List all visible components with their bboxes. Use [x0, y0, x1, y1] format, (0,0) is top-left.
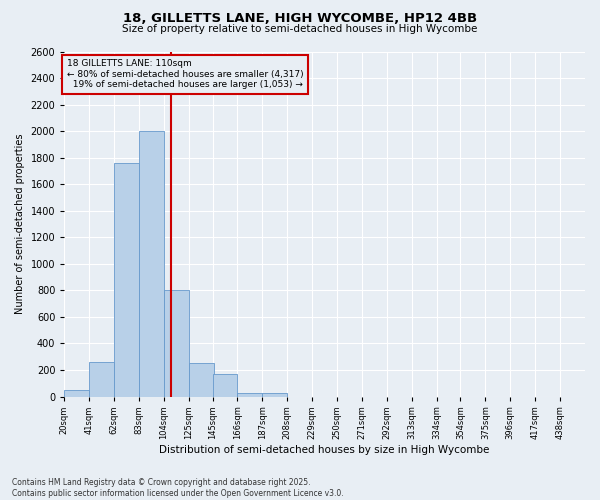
Bar: [139, 131, 164, 396]
Bar: [164, 290, 189, 397]
Text: 18 GILLETTS LANE: 110sqm
← 80% of semi-detached houses are smaller (4,317)
  19%: 18 GILLETTS LANE: 110sqm ← 80% of semi-d…: [67, 60, 304, 90]
Bar: [89, 362, 114, 396]
Bar: [64, 390, 89, 396]
Bar: [114, 163, 139, 396]
Bar: [262, 392, 287, 396]
Bar: [212, 374, 238, 396]
Text: 18, GILLETTS LANE, HIGH WYCOMBE, HP12 4BB: 18, GILLETTS LANE, HIGH WYCOMBE, HP12 4B…: [123, 12, 477, 26]
Y-axis label: Number of semi-detached properties: Number of semi-detached properties: [15, 134, 25, 314]
Text: Contains HM Land Registry data © Crown copyright and database right 2025.
Contai: Contains HM Land Registry data © Crown c…: [12, 478, 344, 498]
Bar: [238, 392, 262, 396]
Text: Size of property relative to semi-detached houses in High Wycombe: Size of property relative to semi-detach…: [122, 24, 478, 34]
X-axis label: Distribution of semi-detached houses by size in High Wycombe: Distribution of semi-detached houses by …: [160, 445, 490, 455]
Bar: [189, 364, 214, 396]
